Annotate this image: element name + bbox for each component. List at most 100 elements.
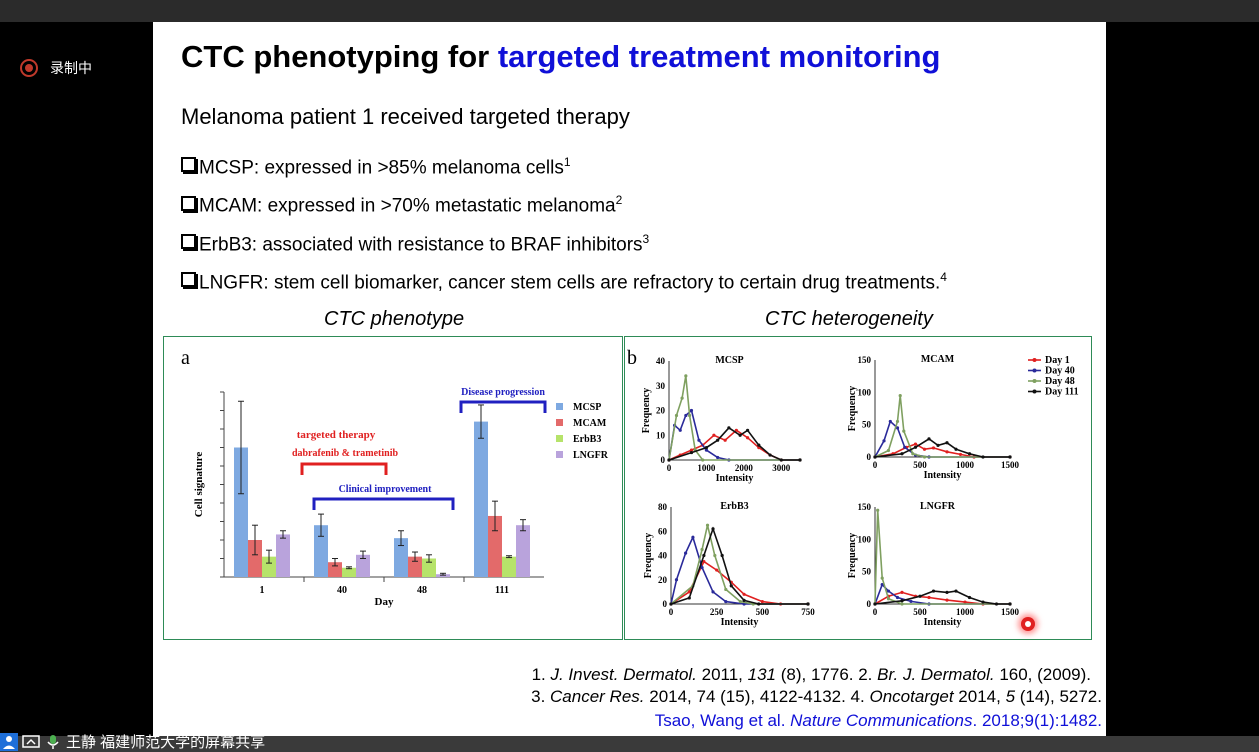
- panel-label: a: [181, 347, 190, 369]
- erbb3-point: [700, 547, 704, 552]
- mcam-point: [895, 419, 900, 424]
- top-bar: [0, 0, 1259, 22]
- mcsp-x-tick-label: 1000: [697, 463, 716, 473]
- mcsp-point: [716, 438, 720, 442]
- lngfr-series-day-48: [874, 510, 1010, 605]
- lngfr-y-tick-label: 0: [867, 599, 872, 609]
- mcsp-point: [687, 413, 692, 418]
- erbb3-point: [669, 602, 673, 606]
- bar-mcsp-day-111: [474, 421, 488, 577]
- erbb3-y-tick-label: 20: [658, 575, 668, 585]
- mcam-point: [981, 455, 985, 459]
- bar-lngfr-day-40: [356, 554, 370, 577]
- erbb3-point: [700, 566, 704, 570]
- mcsp-point: [704, 448, 709, 452]
- legend-label-mcsp: MCSP: [573, 402, 601, 413]
- recording-label: 录制中: [50, 60, 92, 76]
- mcsp-point: [727, 426, 731, 430]
- erbb3-point: [729, 584, 733, 588]
- bar-chart-panel: a 1 40 48 111 Day Cell signature MCSP MCAM ErbB3 L…: [163, 336, 623, 640]
- mcam-point: [902, 429, 906, 433]
- legend-label-day-1: Day 1: [1045, 355, 1070, 366]
- bar-erbb3-day-40: [342, 567, 356, 577]
- legend-label-lngfr: LNGFR: [573, 450, 609, 461]
- erbb3-point: [702, 553, 706, 558]
- mcsp-point: [734, 428, 738, 432]
- mcsp-point: [678, 428, 682, 432]
- lngfr-point: [931, 589, 936, 593]
- erbb3-point: [705, 523, 710, 527]
- mcam-point: [886, 448, 891, 453]
- mcsp-point: [689, 408, 694, 413]
- lngfr-point: [1008, 602, 1012, 606]
- mcam-point: [882, 439, 886, 443]
- legend-label-day-40: Day 40: [1045, 366, 1075, 377]
- legend-label-erbb3: ErbB3: [573, 434, 601, 445]
- mcam-y-tick-label: 150: [858, 355, 872, 365]
- mcam-point: [967, 452, 972, 456]
- mcam-point: [954, 447, 958, 451]
- erbb3-point: [687, 590, 691, 594]
- mcam-x-tick-label: 1500: [1001, 460, 1020, 470]
- lngfr-point: [967, 595, 972, 600]
- microphone-icon[interactable]: [44, 733, 62, 751]
- screen-share-bar[interactable]: 王静 福建师范大学的屏幕共享: [0, 731, 265, 752]
- progression-bracket: [459, 400, 547, 413]
- mcsp-point: [746, 428, 750, 432]
- legend-marker: [1032, 389, 1037, 394]
- recording-indicator[interactable]: 录制中: [20, 58, 92, 78]
- share-label: 王静 福建师范大学的屏幕共享: [66, 734, 266, 751]
- mcam-x-tick-label: 0: [873, 460, 878, 470]
- mcsp-point: [689, 450, 694, 455]
- bar-mcsp-day-1: [234, 447, 248, 577]
- panel-right-title: CTC heterogeneity: [765, 308, 933, 330]
- legend-swatch-mcam: [556, 419, 563, 426]
- histogram-panel: b MCSP 0 1000 2000 3000 0 10 20 30 40 Intensity Freq…: [624, 336, 1092, 640]
- screen-share-icon[interactable]: [22, 733, 40, 751]
- lngfr-point: [909, 599, 913, 604]
- legend-marker: [1032, 358, 1037, 362]
- mcam-point: [927, 437, 931, 441]
- mcsp-x-axis-label: Intensity: [716, 473, 754, 484]
- erbb3-point: [724, 599, 728, 604]
- mcsp-x-tick-label: 2000: [735, 463, 754, 473]
- erbb3-point: [757, 602, 761, 606]
- annotation-therapy: targeted therapy: [297, 429, 376, 441]
- mcsp-y-tick-label: 10: [656, 430, 666, 440]
- erbb3-point: [684, 551, 688, 555]
- mcam-point: [922, 455, 927, 459]
- legend-marker: [1032, 368, 1037, 373]
- legend-label-day-48: Day 48: [1045, 376, 1075, 387]
- mcsp-point: [674, 413, 679, 418]
- mcam-point: [936, 443, 940, 447]
- mcam-title: MCAM: [921, 354, 955, 365]
- lngfr-point: [954, 589, 958, 593]
- mcsp-series-day-48: [668, 375, 800, 461]
- slide-title: CTC phenotyping for targeted treatment m…: [181, 39, 941, 74]
- reference-line-2: 3. Cancer Res. 2014, 74 (15), 4122-4132.…: [531, 687, 1102, 706]
- erbb3-point: [724, 587, 728, 592]
- mcsp-point: [680, 396, 684, 400]
- mcam-point: [900, 452, 904, 456]
- bar-mcsp-day-40: [314, 525, 328, 577]
- erbb3-point: [742, 592, 746, 596]
- user-icon[interactable]: [0, 732, 18, 751]
- erbb3-y-tick-label: 60: [658, 526, 668, 536]
- lngfr-point: [963, 600, 967, 604]
- checkbox-bullet-icon: [181, 157, 196, 173]
- mcam-point: [913, 445, 918, 449]
- mcsp-y-tick-label: 20: [656, 406, 666, 416]
- legend-label-mcam: MCAM: [573, 418, 607, 429]
- bar-erbb3-day-111: [502, 556, 516, 577]
- lngfr-x-axis-label: Intensity: [924, 617, 962, 628]
- lngfr-point: [900, 602, 904, 606]
- erbb3-y-tick-label: 80: [658, 502, 668, 512]
- mcam-point: [873, 455, 877, 459]
- bullet-item: ErbB3: associated with resistance to BRA…: [181, 223, 947, 261]
- reference-line-1: 1. J. Invest. Dermatol. 2011, 131 (8), 1…: [531, 665, 1091, 684]
- lngfr-x-tick-label: 0: [873, 607, 878, 617]
- legend-label-day-111: Day 111: [1045, 387, 1079, 398]
- erbb3-point: [711, 527, 715, 531]
- erbb3-y-axis-label: Frequency: [643, 533, 654, 578]
- lngfr-point: [895, 595, 900, 600]
